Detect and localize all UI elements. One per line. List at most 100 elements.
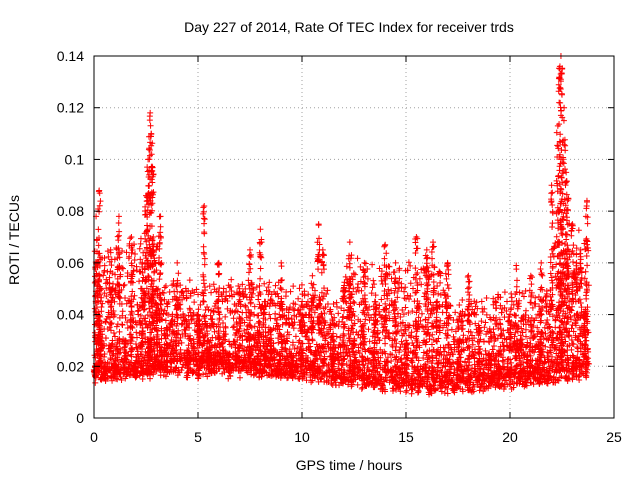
- data-point: [266, 279, 273, 286]
- data-point: [378, 296, 385, 303]
- data-point: [92, 379, 99, 386]
- data-point: [121, 281, 128, 288]
- data-point: [146, 308, 153, 315]
- data-point: [324, 328, 331, 335]
- data-point: [346, 264, 353, 271]
- data-point: [573, 251, 580, 258]
- data-point: [143, 238, 150, 245]
- data-point: [298, 318, 305, 325]
- data-point: [287, 304, 294, 311]
- data-point: [95, 226, 102, 233]
- data-point: [157, 260, 164, 267]
- data-point: [394, 294, 401, 301]
- data-point: [549, 250, 556, 257]
- points-layer: [90, 53, 592, 398]
- data-point: [147, 109, 154, 116]
- data-point: [101, 290, 108, 297]
- data-point: [202, 306, 209, 313]
- data-point: [186, 277, 193, 284]
- data-point: [253, 284, 260, 291]
- data-point: [96, 187, 103, 194]
- data-point: [435, 290, 442, 297]
- data-point: [369, 261, 376, 268]
- data-point: [132, 251, 139, 258]
- data-point: [501, 304, 508, 311]
- data-point: [329, 382, 336, 389]
- data-point: [503, 307, 510, 314]
- data-point: [573, 245, 580, 252]
- data-point: [145, 182, 152, 189]
- data-point: [200, 243, 207, 250]
- data-point: [313, 348, 320, 355]
- data-point: [375, 308, 382, 315]
- data-point: [149, 164, 156, 171]
- data-point: [536, 303, 543, 310]
- data-point: [133, 329, 140, 336]
- data-point: [522, 307, 529, 314]
- data-point: [376, 265, 383, 272]
- data-point: [222, 313, 229, 320]
- data-point: [516, 289, 523, 296]
- data-point: [200, 297, 207, 304]
- data-point: [91, 279, 98, 286]
- data-point: [522, 326, 529, 333]
- data-point: [146, 117, 153, 124]
- data-point: [437, 279, 444, 286]
- data-point: [522, 287, 529, 294]
- data-point: [354, 381, 361, 388]
- data-point: [459, 297, 466, 304]
- data-point: [495, 358, 502, 365]
- data-point: [418, 281, 425, 288]
- data-point: [180, 311, 187, 318]
- data-point: [318, 375, 325, 382]
- data-point: [231, 323, 238, 330]
- data-point: [241, 327, 248, 334]
- data-point: [211, 328, 218, 335]
- data-point: [201, 220, 208, 227]
- data-point: [226, 292, 233, 299]
- data-point: [115, 213, 122, 220]
- data-point: [119, 308, 126, 315]
- data-point: [272, 310, 279, 317]
- data-point: [415, 388, 422, 395]
- data-point: [239, 281, 246, 288]
- data-point: [362, 260, 369, 267]
- data-point: [415, 314, 422, 321]
- data-point: [366, 338, 373, 345]
- data-point: [402, 304, 409, 311]
- data-point: [420, 355, 427, 362]
- data-point: [311, 309, 318, 316]
- data-point: [361, 269, 368, 276]
- data-point: [371, 281, 378, 288]
- data-point: [490, 343, 497, 350]
- data-point: [402, 284, 409, 291]
- data-point: [147, 122, 154, 129]
- data-point: [191, 299, 198, 306]
- data-point: [163, 310, 170, 317]
- data-point: [426, 336, 433, 343]
- data-point: [276, 326, 283, 333]
- data-point: [354, 255, 361, 262]
- data-point: [295, 339, 302, 346]
- data-point: [354, 284, 361, 291]
- data-point: [399, 307, 406, 314]
- data-point: [156, 276, 163, 283]
- data-point: [343, 263, 350, 270]
- data-point: [535, 293, 542, 300]
- data-point: [483, 311, 490, 318]
- data-point: [162, 317, 169, 324]
- data-point: [504, 360, 511, 367]
- data-point: [215, 270, 222, 277]
- data-point: [372, 292, 379, 299]
- data-point: [457, 385, 464, 392]
- data-point: [478, 318, 485, 325]
- data-point: [303, 333, 310, 340]
- data-point: [109, 352, 116, 359]
- data-point: [201, 216, 208, 223]
- data-point: [210, 281, 217, 288]
- data-point: [405, 259, 412, 266]
- data-point: [385, 309, 392, 316]
- data-point: [582, 268, 589, 275]
- data-point: [396, 284, 403, 291]
- data-point: [499, 306, 506, 313]
